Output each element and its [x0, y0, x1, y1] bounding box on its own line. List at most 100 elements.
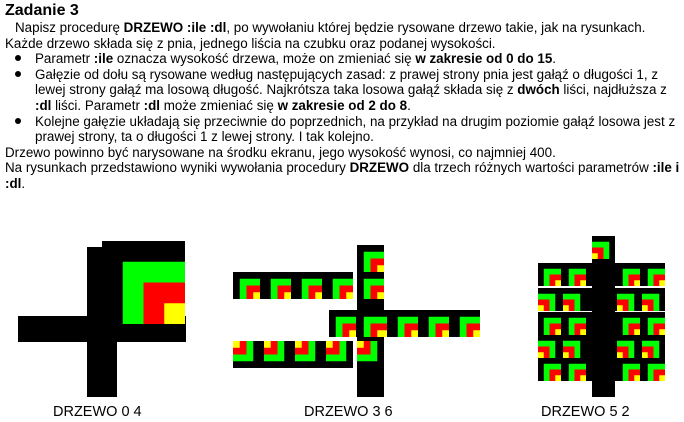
leaf-yellow [253, 292, 260, 299]
leaf-yellow [538, 352, 544, 358]
leaf-outer [264, 341, 291, 368]
leaf-green [543, 363, 561, 381]
text-run: Kolejne gałęzie układają się przeciwnie … [35, 113, 676, 145]
leaf-yellow [634, 329, 640, 335]
leaf-green [543, 268, 561, 286]
leaf-green [647, 317, 665, 335]
leaf-yellow [555, 280, 561, 286]
leaf-yellow [377, 265, 384, 272]
leaf-outer [563, 263, 586, 286]
leaf-red [143, 282, 185, 324]
bold-text: :ile i :dl [5, 160, 680, 191]
leaf-red [549, 369, 561, 381]
leaf-red [370, 258, 384, 272]
leaf-red [357, 341, 371, 355]
leaf-yellow [164, 303, 185, 324]
exercise-document: Zadanie 3 Napisz procedurę DRZEWO :ile :… [5, 1, 681, 192]
leaf-yellow [284, 292, 291, 299]
text-run: Parametr [35, 51, 94, 67]
leaf-outer [357, 310, 384, 337]
bold-text: :dl [35, 97, 52, 113]
leaf-green [459, 316, 480, 337]
leaf-outer [360, 310, 387, 337]
leaf-red [642, 299, 654, 311]
leaf-green [622, 268, 640, 286]
leaf-green [366, 316, 387, 337]
leaf-green [563, 340, 581, 358]
leaf-yellow [580, 375, 586, 381]
leaf-red [277, 285, 291, 299]
leaf-yellow [617, 305, 623, 311]
text-run: . [407, 97, 411, 113]
rule-item-alternation: Kolejne gałęzie układają się przeciwnie … [5, 114, 681, 145]
leaf-yellow [642, 305, 648, 311]
text-run: , po wywołaniu której będzie rysowane dr… [226, 20, 646, 35]
leaf-yellow [555, 375, 561, 381]
bold-text: DRZEWO [349, 160, 410, 176]
text-run: może zmieniać się [159, 97, 278, 113]
leaf-red [549, 274, 561, 286]
tree-branch [538, 263, 665, 286]
text-run: liści. Parametr [51, 97, 144, 113]
leaf-outer [295, 272, 322, 299]
leaf-green [543, 317, 561, 335]
leaf-green [264, 341, 285, 362]
tree-branch [538, 312, 665, 335]
leaf-green [332, 278, 353, 299]
leaf-red [246, 285, 260, 299]
leaf-green [295, 341, 316, 362]
leaf-yellow [315, 292, 322, 299]
leaf-red [538, 299, 550, 311]
leaf-red [373, 323, 387, 337]
leaf-outer [538, 263, 561, 286]
caption-drzewo-0-4: DRZEWO 0 4 [53, 404, 142, 420]
bullet-icon [15, 70, 21, 77]
leaf-red [326, 341, 340, 355]
leaf-red [574, 369, 586, 381]
leaf-green [568, 363, 586, 381]
leaf-green [363, 316, 384, 337]
leaf-red [370, 323, 384, 337]
leaf-green [363, 251, 384, 272]
bold-text: :ile [93, 51, 114, 67]
leaf-green [397, 316, 418, 337]
leaf-green [270, 278, 291, 299]
bold-text: w zakresie od 2 do 8 [277, 97, 408, 113]
leaf-red [642, 346, 654, 358]
leaf-green [335, 316, 356, 337]
leaf-yellow [634, 280, 640, 286]
tree-trunk [87, 247, 117, 397]
leaf-green [622, 317, 640, 335]
leaf-outer [617, 358, 640, 381]
leaf-green [363, 278, 384, 299]
tree-branch [538, 335, 665, 358]
caption-drzewo-5-2: DRZEWO 5 2 [541, 404, 630, 420]
leaf-outer [617, 288, 640, 311]
leaf-red [628, 369, 640, 381]
leaf-red [653, 323, 665, 335]
leaf-red [653, 274, 665, 286]
leaf-outer [422, 310, 449, 337]
screen-center-paragraph: Drzewo powinno być narysowane na środku … [5, 145, 681, 161]
leaf-yellow [563, 305, 569, 311]
exercise-title: Zadanie 3 [5, 2, 79, 19]
caption-drzewo-3-6: DRZEWO 3 6 [304, 404, 393, 420]
leaf-outer [563, 288, 586, 311]
leaf-red [549, 323, 561, 335]
rule-text: Gałęzie od dołu są rysowane według nastę… [35, 67, 667, 113]
leaf-outer [326, 341, 353, 368]
leaf-outer [563, 312, 586, 335]
leaf-yellow [346, 292, 353, 299]
leaf-green [617, 340, 635, 358]
leaf-outer [357, 341, 384, 368]
leaf-yellow [580, 280, 586, 286]
leaf-green [357, 341, 378, 362]
leaf-green [647, 268, 665, 286]
leaf-yellow [442, 330, 449, 337]
leaf-outer [642, 263, 665, 286]
leaf-red [574, 323, 586, 335]
text-run: Każde drzewo składa się z pnia, jednego … [5, 35, 496, 51]
leaf-outer [642, 335, 665, 358]
tree-figure-drzewo-5-2 [538, 236, 665, 397]
leaf-red [233, 341, 247, 355]
